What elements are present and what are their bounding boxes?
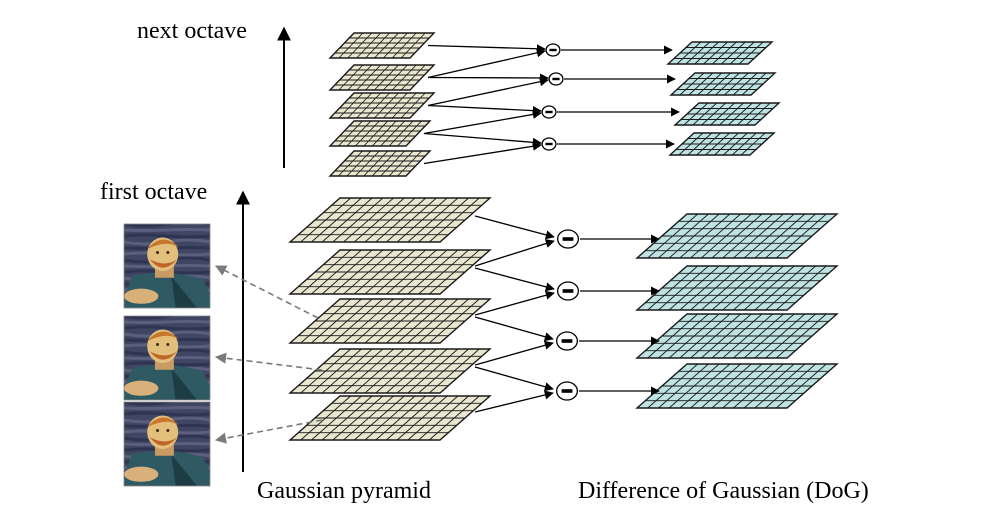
first-gauss-to-op-arrow (474, 340, 554, 366)
portrait-image (123, 401, 211, 487)
next-subtract-operator (548, 72, 564, 86)
next-gauss-to-op-arrow (427, 48, 546, 79)
next-gaussian-layer (328, 92, 436, 119)
next-gauss-to-op-arrow (423, 141, 542, 165)
next-gaussian-layer (328, 64, 436, 91)
dog-label: Difference of Gaussian (DoG) (578, 478, 869, 504)
portrait-image (123, 223, 211, 309)
next-subtract-operator (545, 43, 561, 57)
first-gauss-to-op-arrow (474, 390, 554, 413)
first-gauss-to-op-arrow (474, 290, 555, 316)
first-dog-layer (635, 213, 839, 259)
layer-to-portrait-arrow (214, 419, 323, 444)
next-gauss-to-op-arrow (427, 73, 549, 83)
next-dog-layer (673, 102, 781, 126)
next-dog-layer (669, 72, 777, 96)
layer-to-portrait-arrow (215, 265, 319, 319)
next-dog-layer (666, 41, 774, 65)
next-gauss-to-op-arrow (423, 132, 542, 147)
next-gauss-to-op-arrow (423, 109, 542, 135)
first-gauss-to-op-arrow (474, 316, 554, 342)
first-gaussian-layer (288, 395, 492, 441)
portrait-image (123, 315, 211, 401)
first-gauss-to-op-arrow (474, 366, 554, 392)
first-gaussian-layer (288, 197, 492, 243)
first-gaussian-layer (288, 348, 492, 394)
next-gaussian-layer (328, 120, 432, 147)
first-gauss-to-op-arrow (474, 267, 555, 292)
next-dog-layer (668, 132, 776, 156)
next-subtract-operator (541, 105, 557, 119)
first-subtract-operator (556, 331, 579, 351)
first-dog-layer (635, 265, 839, 311)
first-gauss-to-op-arrow (474, 239, 555, 267)
next-gaussian-layer (328, 150, 432, 177)
first-subtract-operator (556, 381, 579, 401)
first-dog-layer (635, 363, 839, 409)
next-gauss-to-op-arrow (427, 104, 542, 116)
next-gauss-to-op-arrow (427, 44, 546, 54)
layer-to-portrait-arrow (214, 352, 323, 371)
first-dog-layer (635, 313, 839, 359)
first-octave-label: first octave (100, 179, 207, 205)
first-subtract-operator (557, 281, 580, 301)
next-octave-label: next octave (137, 18, 247, 44)
first-gaussian-layer (288, 249, 492, 295)
first-subtract-operator (557, 229, 580, 249)
next-gauss-to-op-arrow (427, 77, 549, 107)
first-gauss-to-op-arrow (474, 215, 555, 240)
first-gaussian-layer (288, 298, 492, 344)
next-subtract-operator (541, 137, 557, 151)
gaussian-pyramid-label: Gaussian pyramid (257, 478, 431, 504)
next-gaussian-layer (328, 32, 436, 59)
